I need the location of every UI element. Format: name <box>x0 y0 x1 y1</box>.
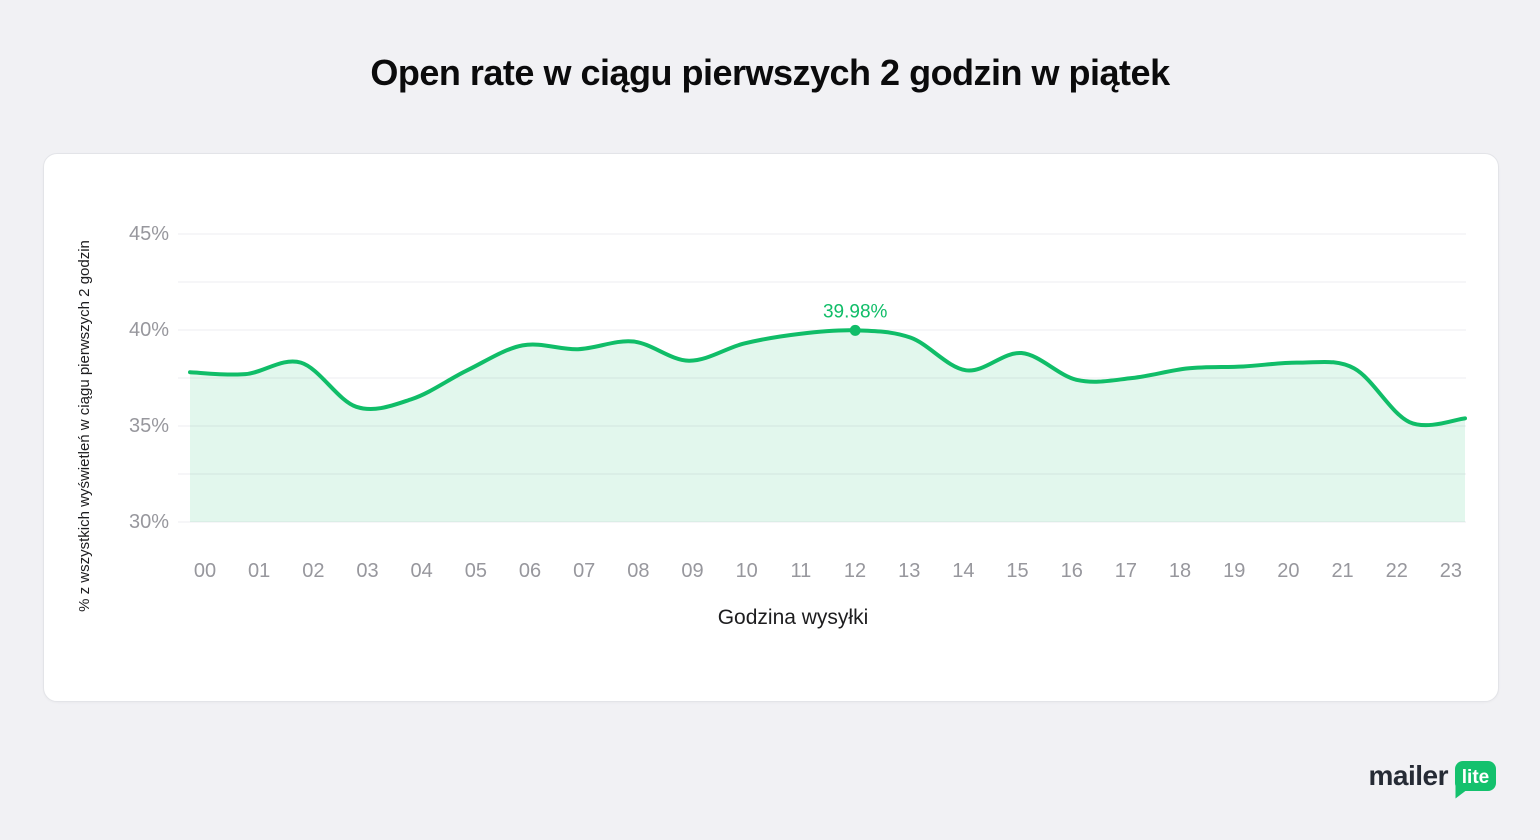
x-tick-label: 11 <box>790 560 812 582</box>
x-tick-label: 03 <box>356 560 379 582</box>
x-tick-label: 17 <box>1114 560 1137 582</box>
x-tick-label: 01 <box>248 560 271 582</box>
x-tick-label: 08 <box>627 560 650 582</box>
page-title: Open rate w ciągu pierwszych 2 godzin w … <box>370 52 1170 93</box>
peak-value-label: 39.98% <box>823 301 888 322</box>
series-line <box>188 328 1468 428</box>
y-tick-label: 40% <box>128 319 169 341</box>
x-tick-label: 15 <box>1006 560 1029 582</box>
x-tick-label: 13 <box>898 560 921 582</box>
x-tick-label: 09 <box>681 560 704 582</box>
peak-marker-dot <box>849 324 861 336</box>
logo-lite-bubble-icon: lite <box>1455 761 1496 799</box>
logo-text-mailer: mailer <box>1368 760 1449 791</box>
y-tick-label: 45% <box>128 223 169 245</box>
x-tick-label: 16 <box>1060 560 1083 582</box>
x-tick-label: 07 <box>573 560 596 582</box>
x-tick-label: 06 <box>518 560 542 582</box>
y-tick-label: 35% <box>128 415 169 437</box>
x-tick-label: 22 <box>1385 560 1408 582</box>
x-axis-title: Godzina wysyłki <box>717 606 869 629</box>
x-tick-label: 19 <box>1223 560 1246 582</box>
x-tick-label: 10 <box>735 560 758 582</box>
x-tick-label: 23 <box>1439 560 1463 582</box>
y-tick-label: 30% <box>128 511 169 533</box>
x-tick-label: 05 <box>464 560 487 582</box>
x-tick-label: 12 <box>843 560 867 582</box>
area-chart-plot: 39.98% <box>178 233 1468 523</box>
x-tick-label: 02 <box>302 560 325 582</box>
x-tick-label: 04 <box>410 560 433 582</box>
logo-text-lite: lite <box>1462 767 1489 788</box>
x-tick-label: 14 <box>952 560 975 582</box>
x-tick-label: 00 <box>193 560 217 582</box>
x-tick-label: 18 <box>1168 560 1192 582</box>
x-tick-label: 20 <box>1277 560 1300 582</box>
area-fill <box>190 330 1466 522</box>
chart-card: % z wszystkich wyświetleń w ciągu pierws… <box>43 153 1499 702</box>
x-tick-label: 21 <box>1331 560 1354 582</box>
mailerlite-logo: mailer lite <box>1368 760 1496 799</box>
